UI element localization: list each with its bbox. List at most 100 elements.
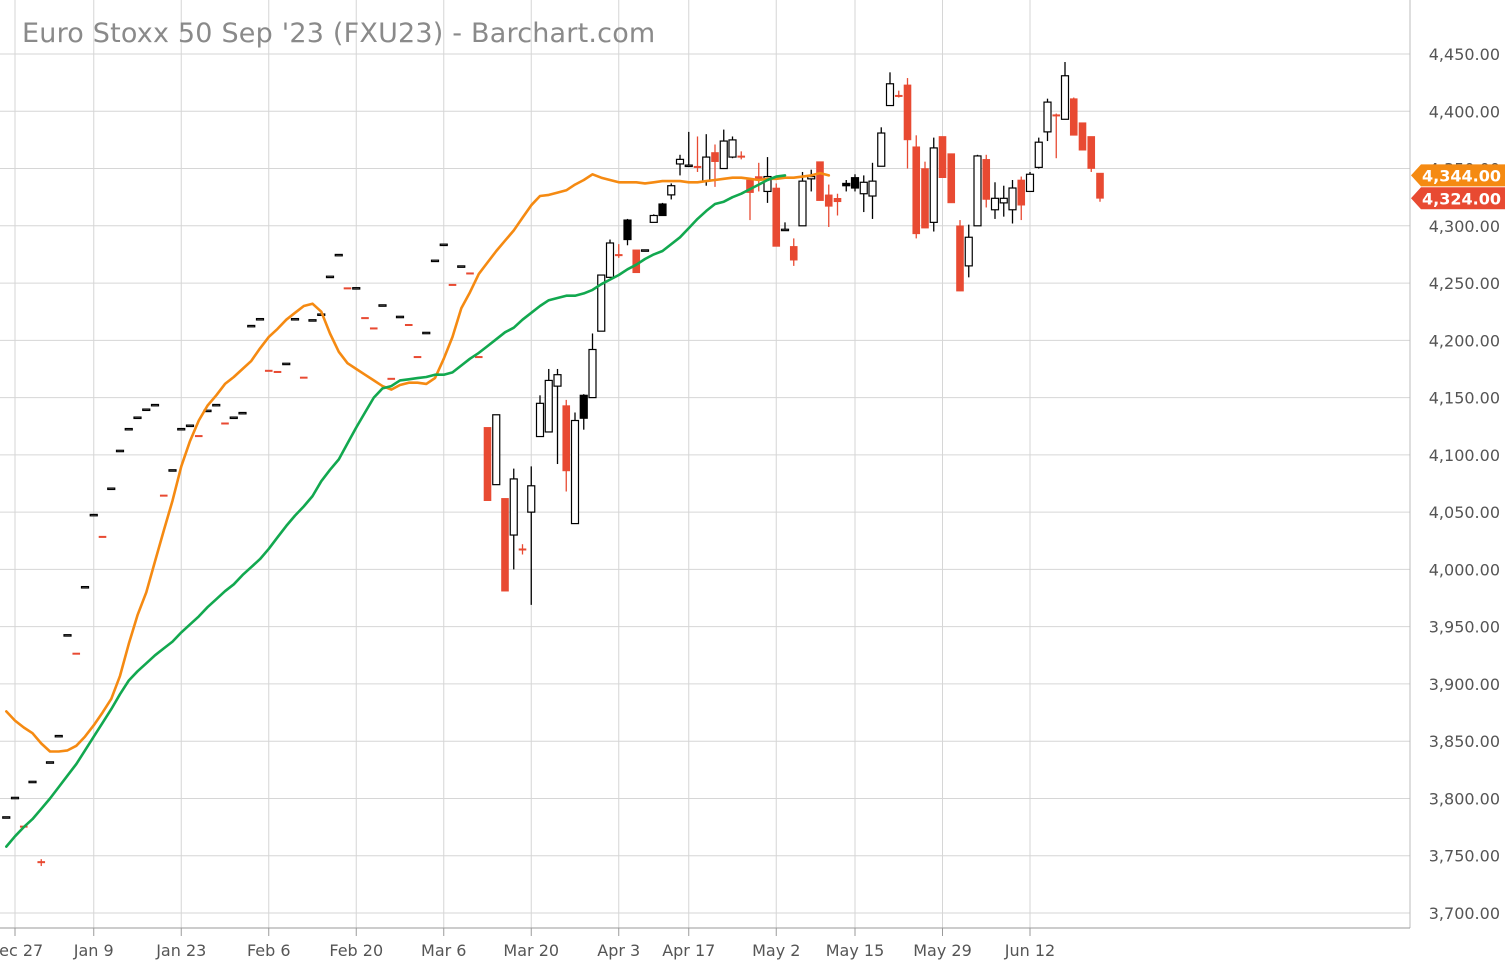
candle-body (833, 198, 842, 203)
y-tick-label: 4,100.00 (1429, 446, 1500, 465)
candle-body (413, 356, 422, 359)
candle-body (702, 156, 711, 182)
y-tick-label: 4,250.00 (1429, 274, 1500, 293)
candle-body (684, 164, 693, 168)
candle-body (509, 478, 518, 536)
candle-body (938, 136, 947, 178)
y-tick-label: 3,950.00 (1429, 618, 1500, 637)
price-tag (1411, 187, 1505, 210)
candle-body (212, 403, 221, 407)
candle-body (597, 274, 606, 332)
candle-body (343, 287, 352, 290)
candle-body (63, 634, 72, 637)
candle-body (535, 402, 545, 438)
candle-body (474, 356, 483, 359)
y-tick-label: 3,900.00 (1429, 675, 1500, 694)
chart-title: Euro Stoxx 50 Sep '23 (FXU23) - Barchart… (22, 18, 656, 49)
candle-body (588, 348, 597, 399)
candle-body (159, 494, 168, 497)
candle-body (929, 147, 938, 223)
candle-body (527, 485, 536, 513)
candle-body (1069, 98, 1078, 136)
candle-body (325, 275, 335, 279)
candle-body (80, 585, 90, 589)
candle-body (842, 182, 851, 187)
candle-body (2, 816, 11, 819)
candle-body (850, 177, 860, 189)
candle-body (562, 405, 571, 472)
candle-body (247, 324, 256, 328)
x-tick-label: Jun 12 (1004, 941, 1055, 960)
candle-body (369, 327, 378, 330)
y-tick-label: 4,400.00 (1429, 102, 1500, 121)
candle-body (352, 287, 361, 290)
x-tick-label: Feb 6 (247, 941, 291, 960)
x-tick-label: Jan 9 (73, 941, 114, 960)
candle-body (877, 132, 886, 167)
candle-body (1087, 136, 1096, 169)
y-tick-label: 3,700.00 (1429, 904, 1500, 923)
candle-body (956, 225, 964, 292)
candle-body (395, 315, 405, 319)
moving-average-line-green (5, 174, 787, 848)
candle-body (1017, 179, 1026, 206)
candle-body (107, 487, 116, 491)
candle-body (1008, 187, 1017, 211)
candle-body (168, 469, 177, 472)
candle-body (1052, 114, 1061, 117)
candle-body (238, 411, 247, 415)
candle-body (28, 780, 37, 784)
candle-body (124, 427, 133, 431)
candle-body (1096, 172, 1104, 199)
price-tag (1411, 164, 1505, 187)
candle-body (868, 180, 877, 197)
candle-body (308, 319, 317, 322)
candle-body (728, 139, 737, 158)
candle-body (1043, 101, 1052, 133)
price-tag-label: 4,324.00 (1422, 189, 1501, 208)
candle-body (570, 419, 580, 525)
candle-body (115, 449, 125, 453)
candle-body (921, 168, 929, 229)
candle-body (290, 317, 300, 321)
candle-body (185, 424, 195, 428)
candle-body (422, 331, 431, 335)
y-tick-label: 4,150.00 (1429, 389, 1500, 408)
candle-body (982, 159, 991, 200)
candle-body (1034, 141, 1043, 168)
candle-body (518, 548, 527, 551)
candle-body (859, 181, 868, 195)
candle-body (640, 249, 650, 252)
candle-body (334, 253, 343, 257)
candle-body (816, 161, 824, 201)
candle-body (387, 377, 396, 380)
candle-body (973, 155, 982, 227)
candle-body (54, 734, 63, 738)
candle-body (947, 153, 956, 204)
candle-body (614, 254, 623, 257)
candle-body (255, 317, 265, 321)
candle-body (466, 272, 474, 275)
candle-body (1078, 122, 1087, 151)
candle-body (711, 152, 719, 162)
x-tick-label: Apr 3 (597, 941, 640, 960)
candle-body (10, 796, 20, 800)
x-tick-label: Mar 20 (503, 941, 559, 960)
candle-body (964, 236, 973, 267)
y-tick-label: 3,850.00 (1429, 732, 1500, 751)
candle-body (430, 259, 440, 263)
candle-body (885, 83, 895, 107)
y-tick-label: 4,200.00 (1429, 331, 1500, 350)
candle-body (150, 403, 160, 407)
candle-body (623, 219, 632, 241)
candle-body (780, 228, 790, 232)
candle-body (675, 158, 685, 165)
moving-average-line-orange (5, 171, 831, 753)
candle-body (142, 408, 151, 412)
candle-body (45, 761, 55, 764)
candle-body (579, 394, 588, 419)
candle-body (605, 242, 615, 278)
x-tick-label: May 29 (913, 941, 972, 960)
candle-body (133, 416, 142, 420)
